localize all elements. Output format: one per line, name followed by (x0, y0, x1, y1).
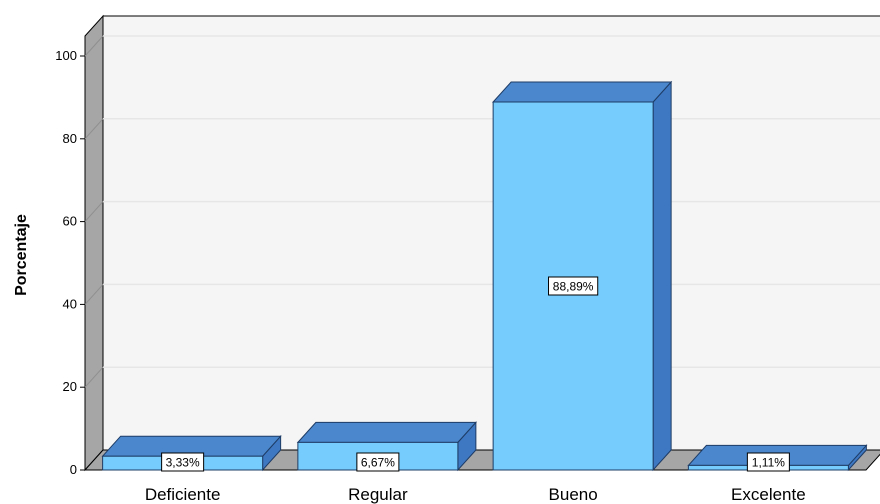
y-tick-label: 20 (63, 379, 77, 394)
data-label: 1,11% (746, 452, 790, 472)
data-label: 88,89% (548, 276, 599, 296)
data-label-box (356, 452, 400, 472)
gridline-side (84, 35, 104, 57)
bar-bueno: 88,89% (492, 80, 673, 472)
gridline-side (84, 366, 104, 388)
x-category-label: Excelente (731, 485, 806, 504)
bar-top (492, 81, 673, 103)
bar-side (652, 80, 672, 472)
data-label-box (161, 452, 205, 472)
y-tick-label: 0 (70, 462, 77, 477)
x-category-label: Regular (348, 485, 408, 504)
x-category-label: Bueno (549, 485, 598, 504)
y-axis-title: Porcentaje (13, 214, 30, 296)
y-tick-label: 80 (63, 131, 77, 146)
bar-top (296, 421, 477, 443)
data-label: 3,33% (161, 452, 205, 472)
y-tick-label: 100 (55, 48, 77, 63)
bar-regular: 6,67% (296, 421, 477, 472)
y-axis-ticks: 0 20 40 60 80 100 (55, 48, 85, 477)
bar-deficiente: 3,33% (101, 434, 282, 472)
y-tick-label: 60 (63, 214, 77, 229)
data-label-text: 1,11% (752, 456, 785, 470)
data-label-text: 6,67% (361, 456, 395, 470)
left-wall (84, 14, 104, 472)
data-label-text: 88,89% (553, 279, 594, 293)
gridline-side (84, 284, 104, 305)
data-label-text: 3,33% (166, 456, 200, 470)
y-tick-label: 40 (63, 296, 77, 311)
chart-walls (83, 14, 880, 472)
gridline-side (84, 118, 104, 140)
bar-excelente: 1,11% (687, 444, 868, 472)
data-label: 6,67% (356, 452, 400, 472)
data-label-box (746, 452, 790, 472)
gridline-side (84, 201, 104, 222)
back-wall (102, 15, 880, 451)
data-label-box (548, 276, 599, 296)
bars: 3,33% 6,67% 88,89% 1,11% (101, 80, 868, 472)
x-axis-categories: Deficiente Regular Bueno Excelente (145, 485, 806, 504)
x-category-label: Deficiente (145, 485, 221, 504)
